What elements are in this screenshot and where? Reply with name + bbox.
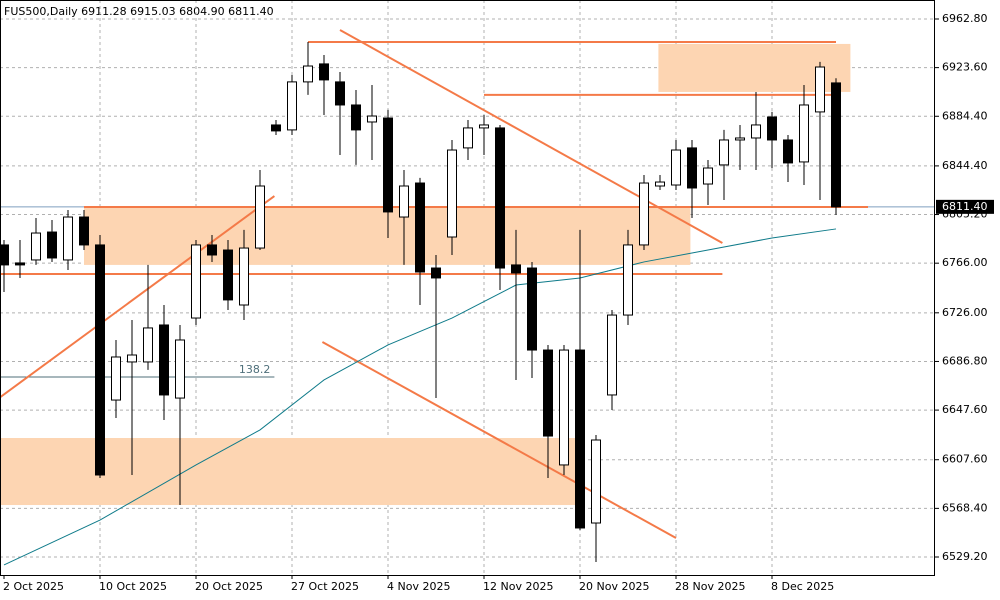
candle-body [383, 117, 393, 213]
last-price-label: 6811.40 [942, 200, 988, 213]
candle-body [127, 354, 137, 363]
candle-body [591, 439, 601, 524]
candle-body [703, 167, 713, 185]
candle-body [47, 231, 57, 259]
drawn-line [321, 341, 677, 539]
candle-body [671, 149, 681, 186]
candle-body [79, 216, 89, 246]
y-tick-label: 6686.80 [942, 354, 988, 367]
candle-body [351, 104, 361, 131]
candle-body [719, 139, 729, 166]
x-tick-label: 20 Nov 2025 [579, 580, 649, 593]
candle-body [447, 149, 457, 238]
candle-body [511, 264, 521, 274]
candle-body [623, 244, 633, 316]
candle-body [207, 244, 217, 256]
zone [0, 438, 580, 506]
candle-body [63, 216, 73, 261]
candle-body [639, 182, 649, 246]
candle-body [831, 82, 841, 208]
candle-body [543, 349, 553, 437]
candle-body [367, 115, 377, 123]
candle-body [159, 324, 169, 396]
candle-body [191, 244, 201, 319]
y-tick-label: 6529.20 [942, 550, 988, 563]
frame [0, 0, 935, 576]
candle-body [815, 66, 825, 113]
x-tick-label: 4 Nov 2025 [387, 580, 450, 593]
candle-body [15, 262, 25, 266]
drawn-line [339, 29, 723, 244]
candle-body [0, 244, 9, 266]
drawn-line [0, 195, 275, 399]
fib-label: 138.2 [239, 363, 271, 376]
candle-body [95, 244, 105, 476]
x-tick-label: 27 Oct 2025 [291, 580, 359, 593]
candle-body [687, 147, 697, 189]
candle-body [575, 349, 585, 529]
candle-body [255, 185, 265, 249]
candle-body [175, 339, 185, 399]
y-tick-label: 6607.60 [942, 453, 988, 466]
y-tick-label: 6647.60 [942, 403, 988, 416]
candle-body [31, 232, 41, 261]
y-tick-label: 6726.00 [942, 306, 988, 319]
plot-area [0, 0, 935, 575]
y-tick-label: 6766.00 [942, 256, 988, 269]
last-price-tag [936, 199, 994, 214]
moving-average [3, 228, 837, 566]
y-tick-label: 6568.40 [942, 501, 988, 514]
candle-body [463, 127, 473, 149]
candle-body [527, 267, 537, 351]
candle-body [479, 124, 489, 129]
y-tick-label: 6844.40 [942, 159, 988, 172]
candle-body [559, 349, 569, 466]
y-tick-label: 6884.40 [942, 109, 988, 122]
y-tick-label: 6923.60 [942, 61, 988, 74]
candle-body [607, 314, 617, 396]
chart-title: FUS500,Daily 6911.28 6915.03 6804.90 681… [4, 5, 274, 18]
candle-body [399, 185, 409, 218]
x-tick-label: 2 Oct 2025 [3, 580, 64, 593]
candle-body [495, 127, 505, 269]
candle-body [767, 116, 777, 141]
x-tick-label: 12 Nov 2025 [483, 580, 553, 593]
y-tick-label: 6962.80 [942, 12, 988, 25]
candle-body [303, 65, 313, 83]
candle-body [783, 139, 793, 164]
x-tick-label: 8 Dec 2025 [771, 580, 834, 593]
x-tick-label: 20 Oct 2025 [195, 580, 263, 593]
x-tick-label: 10 Oct 2025 [99, 580, 167, 593]
candle-body [799, 104, 809, 163]
candle-body [143, 327, 153, 363]
candle-body [271, 124, 281, 132]
x-tick-label: 28 Nov 2025 [675, 580, 745, 593]
candle-body [735, 137, 745, 141]
candle-body [751, 124, 761, 139]
candle-body [431, 267, 441, 279]
candle-body [223, 249, 233, 301]
candle-body [239, 247, 249, 306]
zone [84, 206, 691, 265]
candle-body [287, 81, 297, 131]
candle-body [319, 63, 329, 81]
candle-body [335, 81, 345, 106]
candle-body [415, 182, 425, 273]
candle-body [111, 356, 121, 401]
candle-body [655, 181, 665, 187]
